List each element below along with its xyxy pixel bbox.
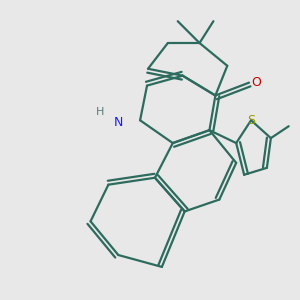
Text: O: O xyxy=(251,76,261,89)
Text: N: N xyxy=(114,116,123,129)
Text: H: H xyxy=(96,107,105,117)
Text: S: S xyxy=(247,114,255,127)
